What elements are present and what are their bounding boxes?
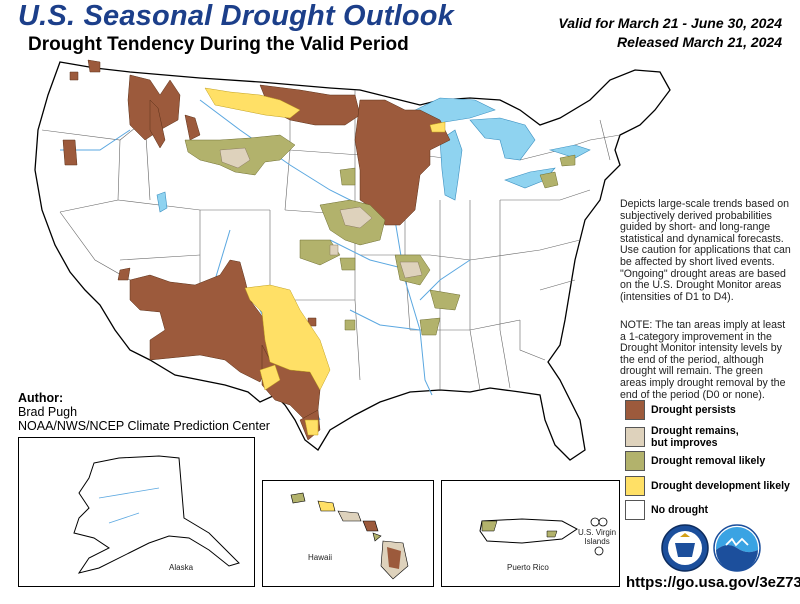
great-lakes [156, 97, 591, 213]
hawaii-map [290, 492, 409, 580]
legend-swatch-improves [625, 427, 645, 447]
description-text: Depicts large-scale trends based on subj… [620, 198, 791, 303]
alaska-map [73, 455, 240, 574]
legend-swatch-no-drought [625, 500, 645, 520]
author-name: Brad Pugh [18, 405, 78, 419]
legend-item-removal: Drought removal likely [625, 451, 765, 471]
legend-swatch-persists [625, 400, 645, 420]
note-text: NOTE: The tan areas imply at least a 1-c… [620, 319, 786, 401]
author-block: Author: Brad Pugh NOAA/NWS/NCEP Climate … [18, 391, 270, 433]
legend-label-improves: Drought remains, but improves [651, 425, 739, 449]
alaska-label: Alaska [169, 563, 194, 572]
source-url[interactable]: https://go.usa.gov/3eZ73 [626, 574, 800, 591]
hawaii-inset: Hawaii [262, 480, 434, 587]
virgin-islands-label-line1: U.S. Virgin [578, 528, 617, 537]
legend-label-persists: Drought persists [651, 404, 736, 416]
legend-swatch-removal [625, 451, 645, 471]
legend-label-no-drought: No drought [651, 504, 709, 516]
legend-item-development: Drought development likely [625, 476, 790, 496]
legend-item-improves: Drought remains, but improves [625, 425, 739, 449]
release-date: Released March 21, 2024 [617, 34, 782, 50]
legend-label-development: Drought development likely [651, 480, 790, 492]
drought-development-areas [204, 87, 446, 436]
puerto-rico-label: Puerto Rico [507, 563, 549, 572]
page-title: U.S. Seasonal Drought Outlook [18, 0, 454, 32]
legend-label-improves-line2: but improves [651, 437, 718, 449]
validity-dates: Valid for March 21 - June 30, 2024 Relea… [558, 14, 782, 52]
virgin-islands-label-line2: Islands [584, 537, 610, 546]
legend-label-removal: Drought removal likely [651, 455, 766, 467]
puerto-rico-map [479, 517, 608, 556]
noaa-logo-icon [713, 524, 761, 572]
author-org: NOAA/NWS/NCEP Climate Prediction Center [18, 419, 270, 433]
virgin-islands-label: U.S. Virgin Islands [578, 528, 616, 546]
legend-item-persists: Drought persists [625, 400, 736, 420]
legend: Drought persists Drought remains, but im… [625, 400, 795, 530]
hawaii-label: Hawaii [308, 553, 333, 562]
puerto-rico-inset: Puerto Rico U.S. Virgin Islands [441, 480, 620, 587]
drought-improves-areas [219, 147, 423, 279]
legend-label-improves-line1: Drought remains, [651, 425, 739, 437]
valid-period: Valid for March 21 - June 30, 2024 [558, 15, 782, 31]
page-subtitle: Drought Tendency During the Valid Period [28, 34, 409, 55]
legend-swatch-development [625, 476, 645, 496]
author-heading: Author: [18, 391, 64, 405]
alaska-inset: Alaska [18, 437, 255, 587]
legend-item-no-drought: No drought [625, 500, 708, 520]
commerce-seal-icon [661, 524, 709, 572]
